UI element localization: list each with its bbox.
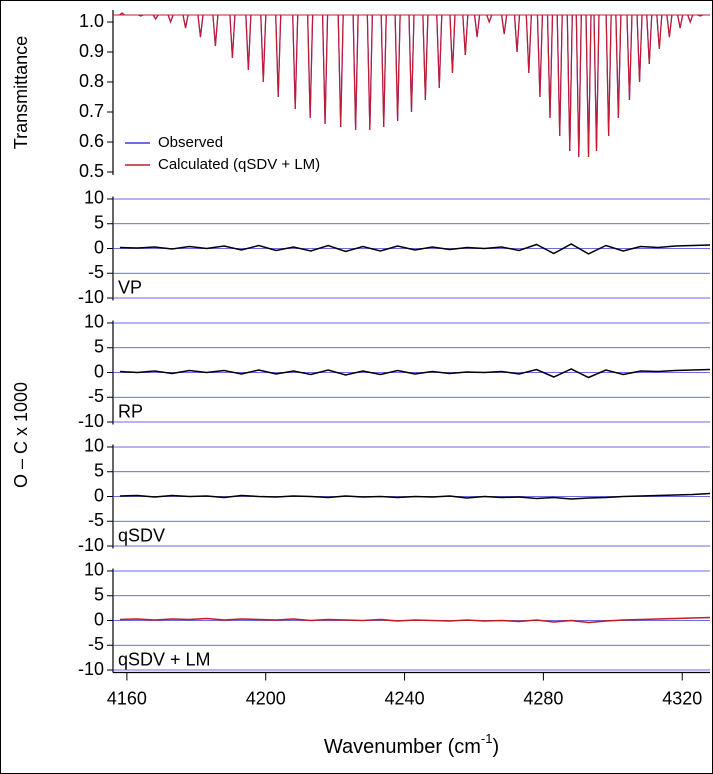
y-tick-label: 1.0 bbox=[79, 11, 104, 31]
legend-label: Calculated (qSDV + LM) bbox=[158, 156, 320, 173]
x-tick-label: 4280 bbox=[523, 688, 563, 708]
absorption-dip bbox=[449, 14, 456, 74]
y-axis-label: Transmittance bbox=[11, 36, 31, 149]
y-tick-label: 10 bbox=[84, 188, 104, 208]
y-tick-label: 0.9 bbox=[79, 41, 104, 61]
absorption-dip bbox=[593, 14, 600, 152]
absorption-dip bbox=[575, 14, 582, 158]
absorption-dip bbox=[536, 14, 544, 98]
absorption-dip bbox=[615, 14, 622, 119]
residual-line bbox=[119, 616, 711, 624]
x-axis-label: Wavenumber (cm-1) bbox=[324, 731, 499, 758]
absorption-dip bbox=[666, 14, 673, 38]
y-tick-label: 0.6 bbox=[79, 131, 104, 151]
absorption-dip bbox=[687, 14, 694, 24]
panel-label: RP bbox=[118, 401, 143, 421]
absorption-dip bbox=[422, 14, 429, 101]
y-tick-label: -5 bbox=[88, 634, 104, 654]
y-tick-label: 0 bbox=[94, 609, 104, 629]
absorption-dip bbox=[152, 14, 159, 21]
y-tick-label: -5 bbox=[88, 386, 104, 406]
y-tick-label: 0.7 bbox=[79, 101, 104, 121]
absorption-dip bbox=[408, 14, 415, 113]
absorption-dip bbox=[197, 14, 204, 38]
y-tick-label: 0 bbox=[94, 485, 104, 505]
y-tick-label: -10 bbox=[78, 411, 104, 431]
y-tick-label: 5 bbox=[94, 460, 104, 480]
x-tick-label: 4200 bbox=[246, 688, 286, 708]
absorption-dip bbox=[525, 14, 532, 74]
absorption-dip bbox=[462, 14, 469, 56]
panel-label: qSDV bbox=[118, 525, 165, 545]
y-tick-label: 0 bbox=[94, 361, 104, 381]
absorption-dip bbox=[605, 14, 612, 137]
absorption-dip bbox=[626, 14, 633, 101]
residual-line bbox=[119, 492, 711, 500]
absorption-dip bbox=[486, 14, 493, 24]
absorption-dip bbox=[677, 14, 684, 29]
y-tick-label: -10 bbox=[78, 287, 104, 307]
x-label-text: Wavenumber (cm bbox=[324, 736, 481, 758]
legend-label: Observed bbox=[158, 134, 223, 151]
y-tick-label: 0 bbox=[94, 237, 104, 257]
x-tick-label: 4240 bbox=[385, 688, 425, 708]
absorption-dip bbox=[656, 14, 663, 50]
absorption-dip bbox=[474, 14, 481, 38]
panel-label: VP bbox=[118, 277, 142, 297]
absorption-dip bbox=[646, 14, 653, 65]
residual-line bbox=[119, 243, 711, 255]
absorption-dip bbox=[501, 14, 508, 35]
x-label-sup: -1 bbox=[481, 731, 493, 746]
residual-line bbox=[119, 368, 711, 379]
y-tick-label: -10 bbox=[78, 659, 104, 679]
y-tick-label: 5 bbox=[94, 584, 104, 604]
absorption-dip bbox=[167, 14, 174, 24]
x-tick-label: 4320 bbox=[662, 688, 702, 708]
absorption-dip bbox=[138, 14, 144, 17]
absorption-dip bbox=[352, 14, 359, 131]
absorption-dip bbox=[394, 14, 401, 122]
absorption-dip bbox=[260, 14, 267, 83]
absorption-dip bbox=[321, 14, 329, 125]
y-axis-label: O – C x 1000 bbox=[11, 382, 31, 488]
absorption-dip bbox=[307, 14, 314, 119]
absorption-dip bbox=[585, 14, 592, 158]
absorption-dip bbox=[556, 14, 563, 137]
x-tick-label: 4160 bbox=[107, 688, 147, 708]
y-tick-label: -5 bbox=[88, 510, 104, 530]
y-tick-label: -10 bbox=[78, 535, 104, 555]
y-tick-label: 5 bbox=[94, 212, 104, 232]
y-tick-label: 5 bbox=[94, 336, 104, 356]
absorption-dip bbox=[337, 14, 344, 128]
absorption-dip bbox=[366, 14, 373, 131]
absorption-dip bbox=[546, 14, 554, 119]
absorption-dip bbox=[436, 14, 443, 89]
absorption-dip bbox=[292, 14, 299, 110]
absorption-dip bbox=[513, 14, 521, 53]
y-tick-label: 10 bbox=[84, 560, 104, 580]
absorption-dip bbox=[275, 14, 282, 98]
y-tick-label: 0.5 bbox=[79, 161, 104, 181]
absorption-dip bbox=[119, 12, 125, 16]
absorption-dip bbox=[380, 14, 387, 128]
y-tick-label: 10 bbox=[84, 436, 104, 456]
absorption-dip bbox=[229, 14, 236, 59]
absorption-dip bbox=[566, 14, 573, 152]
x-label-end: ) bbox=[492, 736, 499, 758]
absorption-dip bbox=[245, 14, 252, 71]
absorption-dip bbox=[182, 14, 189, 29]
absorption-dip bbox=[697, 14, 704, 17]
y-tick-label: 0.8 bbox=[79, 71, 104, 91]
y-tick-label: 10 bbox=[84, 312, 104, 332]
absorption-dip bbox=[212, 14, 219, 47]
absorption-dip bbox=[636, 14, 643, 83]
y-tick-label: -5 bbox=[88, 262, 104, 282]
panel-label: qSDV + LM bbox=[118, 649, 211, 669]
